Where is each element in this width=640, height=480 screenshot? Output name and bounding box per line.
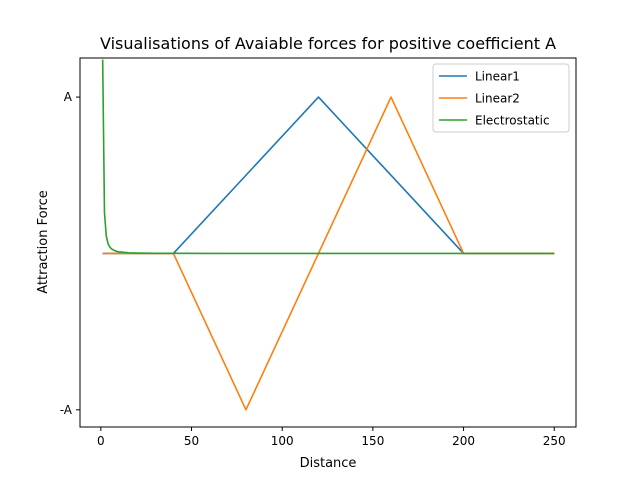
x-tick-label: 200 xyxy=(452,434,475,448)
y-tick-label: A xyxy=(64,90,73,104)
legend: Linear1 Linear2 Electrostatic xyxy=(432,63,570,133)
x-tick-label: 50 xyxy=(184,434,199,448)
legend-box xyxy=(432,63,570,133)
ticks-layer: 0 50 100 150 200 250 -A A xyxy=(60,90,566,448)
y-tick-label: -A xyxy=(60,403,73,417)
chart-title: Visualisations of Avaiable forces for po… xyxy=(100,34,556,53)
x-tick-label: 0 xyxy=(97,434,105,448)
series-line-electrostatic xyxy=(101,59,555,255)
series-layer xyxy=(101,59,555,411)
axes-frame xyxy=(79,57,577,428)
x-tick-label: 100 xyxy=(271,434,294,448)
legend-label: Linear1 xyxy=(475,70,520,84)
x-tick-label: 150 xyxy=(361,434,384,448)
legend-label: Linear2 xyxy=(475,92,520,106)
y-axis-label: Attraction Force xyxy=(36,190,51,294)
legend-label: Electrostatic xyxy=(475,114,550,128)
x-tick-label: 250 xyxy=(543,434,566,448)
x-axis-label: Distance xyxy=(300,456,357,471)
